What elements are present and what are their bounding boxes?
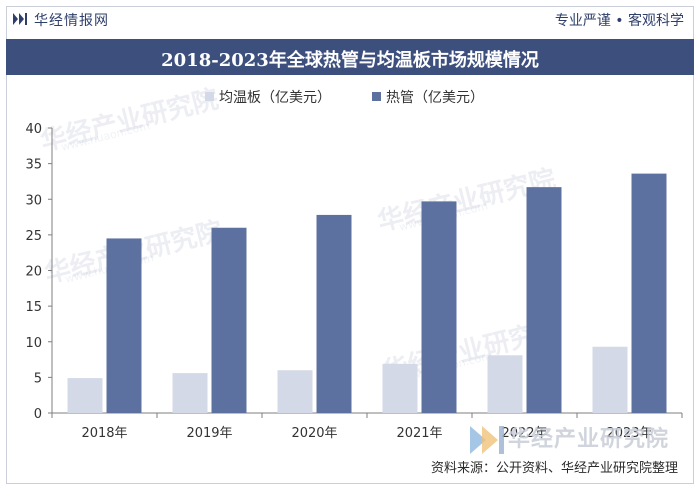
bar-heat-pipe: [106, 238, 142, 413]
title-band: 2018-2023年全球热管与均温板市场规模情况: [6, 39, 694, 75]
x-tick-label: 2020年: [291, 426, 337, 441]
bar-vapor-chamber: [382, 363, 418, 413]
legend-swatch: [205, 92, 214, 101]
bar-vapor-chamber: [67, 378, 103, 413]
brand-name: 华经情报网: [34, 13, 109, 29]
y-tick-label: 35: [25, 158, 42, 173]
x-tick-label: 2018年: [81, 426, 127, 441]
top-bar: 华经情报网 专业严谨 • 客观科学: [0, 0, 700, 38]
y-tick-label: 10: [25, 336, 42, 351]
x-tick-label: 2022年: [501, 426, 547, 441]
bar-vapor-chamber: [487, 355, 523, 413]
bar-heat-pipe: [526, 187, 562, 413]
bar-vapor-chamber: [277, 370, 313, 413]
y-tick-label: 30: [25, 193, 42, 208]
bar-heat-pipe: [211, 227, 247, 413]
chart-frame: [6, 6, 694, 484]
source-note: 资料来源：公开资料、华经产业研究院整理: [430, 461, 678, 476]
brand-logo-icon: [13, 13, 27, 25]
bar-heat-pipe: [316, 214, 352, 413]
bar-vapor-chamber: [592, 346, 628, 413]
bar-heat-pipe: [421, 201, 457, 413]
y-tick-label: 5: [34, 371, 42, 386]
x-tick-label: 2021年: [396, 426, 442, 441]
x-tick-label: 2019年: [186, 426, 232, 441]
y-tick-label: 25: [25, 229, 42, 244]
y-tick-label: 15: [25, 300, 42, 315]
watermark-logo-icon: [470, 426, 504, 454]
legend-label: 热管（亿美元）: [386, 90, 484, 106]
slogan: 专业严谨 • 客观科学: [554, 13, 684, 29]
chart-title: 2018-2023年全球热管与均温板市场规模情况: [161, 50, 539, 71]
y-tick-label: 40: [25, 122, 42, 137]
legend-swatch: [372, 92, 381, 101]
y-tick-label: 20: [25, 265, 42, 280]
y-tick-label: 0: [34, 407, 42, 422]
legend-label: 均温板（亿美元）: [219, 90, 331, 106]
watermark-logo-text: 华经产业研究院: [508, 427, 670, 452]
bar-heat-pipe: [631, 173, 667, 413]
x-tick-label: 2023年: [606, 426, 652, 441]
bar-vapor-chamber: [172, 373, 208, 413]
